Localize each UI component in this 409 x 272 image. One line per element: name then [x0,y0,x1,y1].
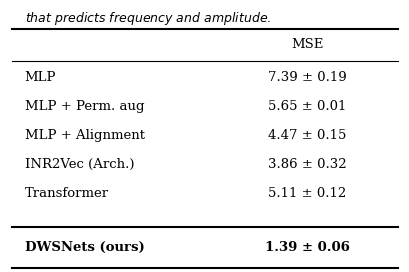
Text: 7.39 ± 0.19: 7.39 ± 0.19 [267,71,346,84]
Text: Transformer: Transformer [25,187,108,200]
Text: 4.47 ± 0.15: 4.47 ± 0.15 [267,129,346,142]
Text: 1.39 ± 0.06: 1.39 ± 0.06 [264,241,349,254]
Text: 5.65 ± 0.01: 5.65 ± 0.01 [267,100,346,113]
Text: 5.11 ± 0.12: 5.11 ± 0.12 [268,187,346,200]
Text: MSE: MSE [291,38,323,51]
Text: MLP + Alignment: MLP + Alignment [25,129,144,142]
Text: $\it{that\ predicts\ frequency\ and\ amplitude.}$: $\it{that\ predicts\ frequency\ and\ amp… [25,10,270,26]
Text: MLP + Perm. aug: MLP + Perm. aug [25,100,144,113]
Text: DWSNets (ours): DWSNets (ours) [25,241,144,254]
Text: INR2Vec (Arch.): INR2Vec (Arch.) [25,158,134,171]
Text: 3.86 ± 0.32: 3.86 ± 0.32 [267,158,346,171]
Text: MLP: MLP [25,71,56,84]
